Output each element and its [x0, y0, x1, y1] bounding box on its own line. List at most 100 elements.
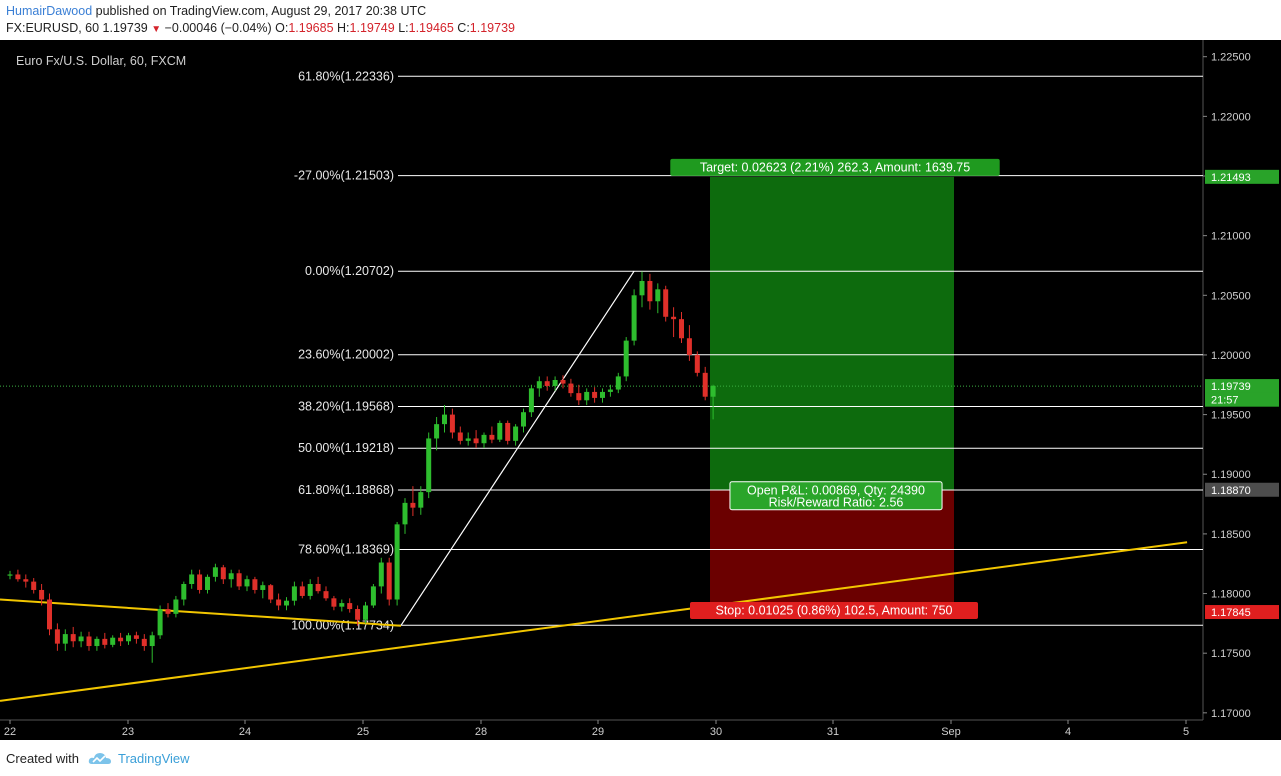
candle-body [568, 383, 574, 394]
change-text: −0.00046 (−0.04%) [164, 21, 272, 35]
candle-body [331, 598, 337, 607]
candle-body [157, 609, 163, 636]
candle-body [552, 380, 558, 386]
candle-body [410, 502, 416, 508]
candle-body [220, 567, 226, 580]
candle-body [252, 579, 258, 590]
candle-body [47, 599, 52, 630]
close-label: C: [457, 21, 470, 35]
x-tick-label: 28 [475, 726, 487, 738]
candle-body [62, 634, 68, 644]
candle-body [307, 584, 313, 596]
candle-body [607, 389, 613, 392]
low-label: L: [398, 21, 409, 35]
candle-body [133, 635, 139, 639]
x-tick-label: 4 [1065, 726, 1071, 738]
y-tick-label: 1.18500 [1211, 529, 1251, 541]
x-tick-label: 22 [4, 726, 16, 738]
candle-body [457, 432, 463, 441]
fib-label: 50.00%(1.19218) [298, 441, 394, 455]
y-tick-label: 1.22000 [1211, 111, 1251, 123]
x-tick-label: 24 [239, 726, 251, 738]
price-chart[interactable]: Euro Fx/U.S. Dollar, 60, FXCM 61.80%(1.22… [0, 40, 1281, 740]
candle-body [671, 316, 677, 320]
candle-body [497, 422, 503, 440]
candle-body [465, 438, 471, 441]
publish-info: HumairDawood published on TradingView.co… [6, 4, 426, 18]
x-tick-label: 23 [122, 726, 134, 738]
pnl-label-text2: Risk/Reward Ratio: 2.56 [769, 495, 904, 509]
candle-body [473, 438, 479, 444]
candle-body [260, 585, 266, 590]
candle-body [347, 603, 353, 610]
price-label-text: 21:57 [1211, 395, 1239, 407]
candle-body [489, 434, 495, 440]
y-tick-label: 1.18000 [1211, 589, 1251, 601]
price-label-text: 1.19739 [1211, 381, 1251, 393]
trendline [400, 270, 635, 626]
candle-body [284, 600, 289, 606]
candle-body [141, 638, 147, 647]
target-label-box [670, 158, 1000, 176]
candle-body [102, 638, 108, 645]
candle-body [236, 573, 242, 587]
fib-label: 0.00%(1.20702) [305, 264, 394, 278]
x-tick-label: 30 [710, 726, 722, 738]
candle-body [54, 629, 60, 644]
price-label-box [1205, 605, 1279, 620]
open-label: O: [275, 21, 289, 35]
candle-body [228, 573, 234, 580]
candle-body [197, 574, 203, 590]
tradingview-brand-link[interactable]: TradingView [118, 751, 190, 766]
candle-body [631, 295, 637, 341]
candle-body [15, 574, 21, 580]
pnl-label-box [729, 481, 943, 511]
candle-body [268, 585, 274, 600]
candle-body [149, 635, 155, 647]
chart-area[interactable]: Euro Fx/U.S. Dollar, 60, FXCM 61.80%(1.22… [0, 40, 1281, 740]
price-label-box [1205, 482, 1279, 497]
price-label-box [1205, 392, 1279, 407]
stop-label-text: Stop: 0.01025 (0.86%) 102.5, Amount: 750 [716, 604, 953, 618]
fib-label: 23.60%(1.20002) [298, 348, 394, 362]
target-zone [710, 176, 954, 490]
y-tick-label: 1.19500 [1211, 410, 1251, 422]
close-value: 1.19739 [469, 21, 515, 35]
candle-body [378, 562, 384, 587]
candle-body [181, 584, 187, 600]
candle-body [212, 567, 218, 577]
candle-body [339, 603, 345, 607]
stop-label-box [690, 602, 978, 620]
candle-body [315, 584, 321, 592]
price-label-box [1205, 379, 1279, 394]
candle-body [663, 289, 669, 317]
candle-body [355, 609, 361, 620]
y-tick-label: 1.17500 [1211, 648, 1251, 660]
target-label-text: Target: 0.02623 (2.21%) 262.3, Amount: 1… [700, 160, 970, 174]
trendline [0, 541, 1188, 702]
candle-body [505, 422, 511, 441]
fib-label: 78.60%(1.18369) [298, 543, 394, 557]
candle-body [600, 391, 605, 398]
candle-body [528, 388, 534, 413]
candle-body [70, 634, 76, 642]
candle-body [189, 574, 195, 584]
published-text: published on TradingView.com, August 29,… [92, 4, 427, 18]
fib-label: 38.20%(1.19568) [298, 399, 394, 413]
author-link[interactable]: HumairDawood [6, 4, 93, 18]
candle-body [39, 589, 45, 600]
y-tick-label: 1.22500 [1211, 52, 1251, 64]
fib-label: -27.00%(1.21503) [294, 169, 394, 183]
high-value: 1.19749 [349, 21, 395, 35]
candle-body [434, 424, 440, 439]
candle-body [449, 414, 455, 433]
candle-body [560, 380, 566, 384]
candle-body [363, 605, 368, 620]
footer: Created with TradingView [0, 742, 1281, 776]
price-label-box [1205, 169, 1279, 184]
candle-body [442, 414, 447, 425]
price-label-text: 1.17845 [1211, 607, 1251, 619]
candle-body [126, 635, 131, 642]
price-label-text: 1.21493 [1211, 172, 1251, 184]
x-tick-label: 29 [592, 726, 604, 738]
